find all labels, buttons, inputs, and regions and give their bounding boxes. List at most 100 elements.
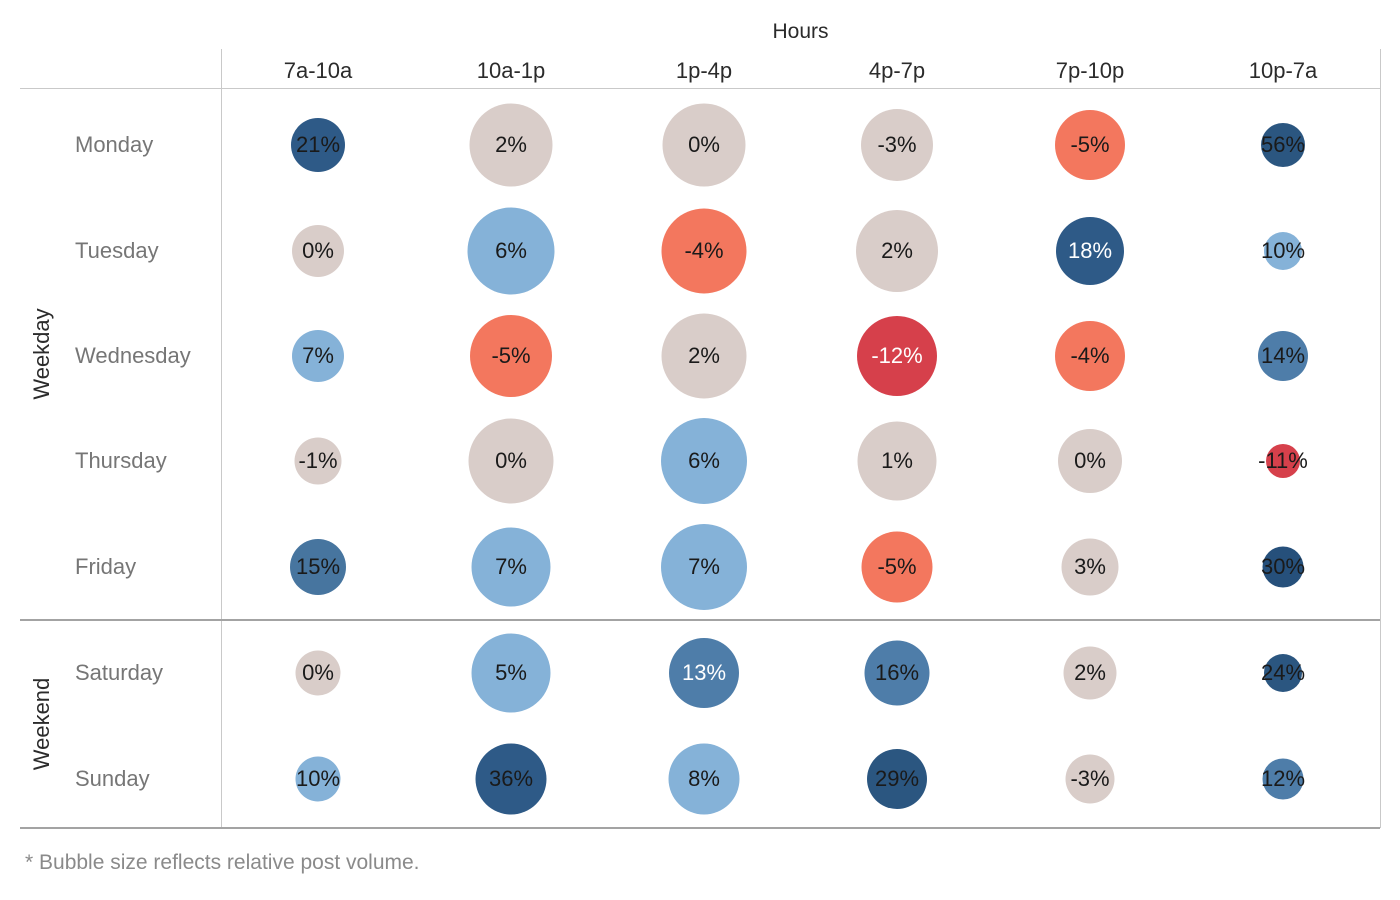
bubble-value-label: 29% [874,766,920,791]
row-label-thursday: Thursday [75,448,167,473]
bubble-circle [864,640,930,706]
bubble-circle [661,524,747,610]
bubble-value-label: 5% [495,660,527,685]
row-label-monday: Monday [75,132,154,157]
size-footnote: * Bubble size reflects relative post vol… [25,851,420,874]
bubble-circle [470,315,552,397]
bubble-value-label: 0% [1074,448,1106,473]
bubble-circle [668,743,740,815]
bubble-circle [669,638,739,708]
bubble-value-label: 10% [295,766,341,791]
bubble-value-label: -12% [871,343,923,368]
bubble-value-label: 16% [874,660,920,685]
bubble-circle [1258,331,1308,381]
bubble-circle [867,749,927,809]
bubble-circle [857,316,937,396]
bubble-circle [291,118,345,172]
bubble-value-label: 12% [1260,766,1306,791]
bubble-value-label: 2% [1074,660,1106,685]
left-axis-line [221,49,222,828]
bubble-circle [295,756,341,802]
bubble-circle [295,650,341,696]
column-header-7a-10a: 7a-10a [283,58,353,83]
bubble-circle [861,109,933,181]
right-border-line [1380,49,1381,828]
bubble-circle [661,208,747,294]
bubble-value-label: 15% [295,554,341,579]
bubble-circle [1261,123,1305,167]
bubble-circle [1061,538,1119,596]
column-header-7p-10p: 7p-10p [1055,58,1125,83]
bubble-value-label: -1% [298,448,338,473]
bubble-value-label: -4% [1070,343,1110,368]
row-label-sunday: Sunday [75,766,150,791]
bubble-value-label: 13% [681,660,727,685]
bubble-value-label: -11% [1258,448,1308,473]
row-label-tuesday: Tuesday [75,238,159,263]
bubble-value-label: 6% [688,448,720,473]
bubble-circle [292,225,344,277]
bubble-circle [475,743,547,815]
bubble-circle [861,531,933,603]
bubble-circle [294,437,342,485]
bottom-border-line [20,827,1380,829]
bubble-value-label: 7% [495,554,527,579]
bubble-circle [1262,758,1304,800]
bubble-circle [468,418,554,504]
group-label-weekday: Weekday [29,308,54,400]
bubble-circle [1266,444,1300,478]
bubble-value-label: 6% [495,238,527,263]
bubble-circle [1056,217,1124,285]
bubble-value-label: 1% [881,448,913,473]
bubble-circle [1063,646,1117,700]
bubble-value-label: 36% [488,766,534,791]
bubble-value-label: 7% [302,343,334,368]
bubble-circle [661,313,747,399]
weekday-weekend-divider-line [20,619,1380,621]
bubble-circle [292,330,344,382]
bubble-value-label: 56% [1260,132,1306,157]
bubble-value-label: 21% [295,132,341,157]
bubble-circle [467,207,555,295]
bubble-value-label: 18% [1067,238,1113,263]
bubble-circle [1058,429,1122,493]
bubble-value-label: -5% [491,343,531,368]
bubble-value-label: 30% [1260,554,1306,579]
bubble-circle [1055,321,1125,391]
group-label-weekend: Weekend [29,677,54,771]
bubble-circle [469,103,553,187]
bubble-value-label: 7% [688,554,720,579]
column-header-1p-4p: 1p-4p [675,58,733,83]
bubble-value-label: 0% [495,448,527,473]
bubble-value-label: 0% [688,132,720,157]
header-divider-line [20,88,1380,89]
bubble-circle [857,421,937,501]
bubble-value-label: 10% [1260,238,1306,263]
bubble-value-label: -3% [1070,766,1110,791]
bubble-circle [1055,110,1125,180]
column-header-10a-1p: 10a-1p [476,58,546,83]
bubble-circle [856,210,938,292]
bubble-value-label: -5% [1070,132,1110,157]
bubble-circle [471,633,551,713]
column-header-10p-7a: 10p-7a [1248,58,1318,83]
bubble-value-label: 24% [1260,660,1306,685]
bubble-value-label: 2% [881,238,913,263]
x-axis-title: Hours [772,20,829,43]
row-label-friday: Friday [75,554,137,579]
bubble-circle [290,539,346,595]
bubble-value-label: 2% [495,132,527,157]
bubble-value-label: 0% [302,238,334,263]
bubble-circle [1065,754,1115,804]
bubble-value-label: -5% [877,554,917,579]
bubble-value-label: 8% [688,766,720,791]
column-header-4p-7p: 4p-7p [868,58,926,83]
bubble-value-label: 14% [1260,343,1306,368]
row-label-wednesday: Wednesday [75,343,191,368]
bubble-circle [1262,546,1304,588]
bubble-value-label: 3% [1074,554,1106,579]
bubble-value-label: -3% [877,132,917,157]
row-label-saturday: Saturday [75,660,164,685]
bubble-value-label: 0% [302,660,334,685]
